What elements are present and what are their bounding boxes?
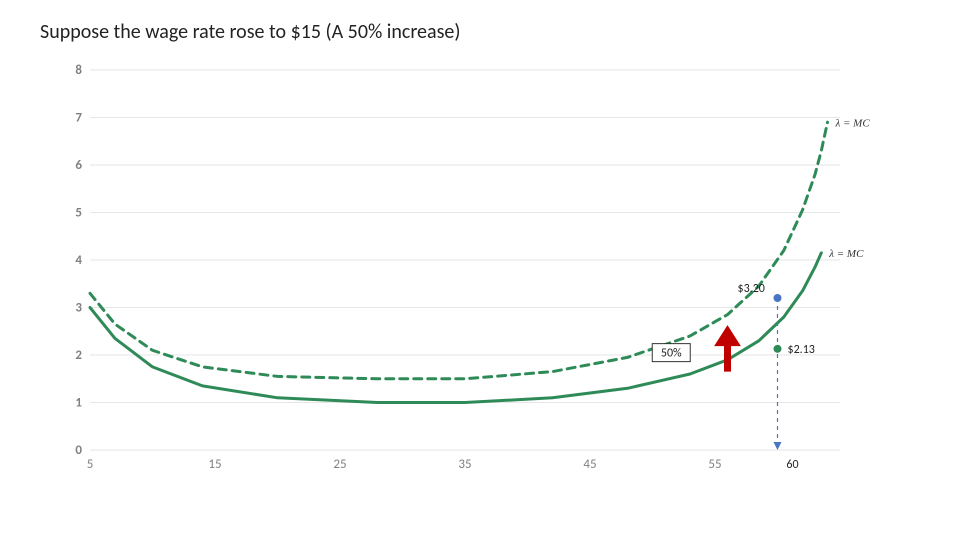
x-tick-label: 55 xyxy=(708,457,721,472)
x-tick-label: 15 xyxy=(208,457,221,472)
lower-point-marker xyxy=(774,345,782,353)
mc-chart: 01234567851525354555λ = MCλ = MC$3.20$2.… xyxy=(60,60,900,480)
x-tick-label: 5 xyxy=(87,457,94,472)
series-label-mc_dashed: λ = MC xyxy=(835,117,871,129)
fifty-percent-arrow-head xyxy=(721,332,735,343)
y-tick-label: 2 xyxy=(75,348,82,363)
y-tick-label: 3 xyxy=(75,301,82,316)
series-label-mc_solid: λ = MC xyxy=(828,248,864,260)
drop-line-arrowhead xyxy=(774,442,782,450)
y-tick-label: 0 xyxy=(75,443,82,458)
upper-point-label: $3.20 xyxy=(738,282,765,296)
x-tick-label: 25 xyxy=(333,457,346,472)
y-tick-label: 8 xyxy=(75,63,82,78)
lower-point-label: $2.13 xyxy=(788,343,815,357)
y-tick-label: 5 xyxy=(75,206,82,221)
y-tick-label: 6 xyxy=(75,158,82,173)
page-title: Suppose the wage rate rose to $15 (A 50%… xyxy=(40,20,460,44)
y-tick-label: 4 xyxy=(75,253,82,268)
upper-point-marker xyxy=(774,294,782,302)
y-tick-label: 1 xyxy=(75,396,82,411)
series-mc_dashed xyxy=(90,122,828,379)
fifty-percent-label: 50% xyxy=(661,346,682,360)
chart-svg: 01234567851525354555λ = MCλ = MC$3.20$2.… xyxy=(60,60,900,480)
x-marker-label: 60 xyxy=(786,458,798,472)
x-tick-label: 35 xyxy=(458,457,471,472)
y-tick-label: 7 xyxy=(75,111,82,126)
x-tick-label: 45 xyxy=(583,457,596,472)
